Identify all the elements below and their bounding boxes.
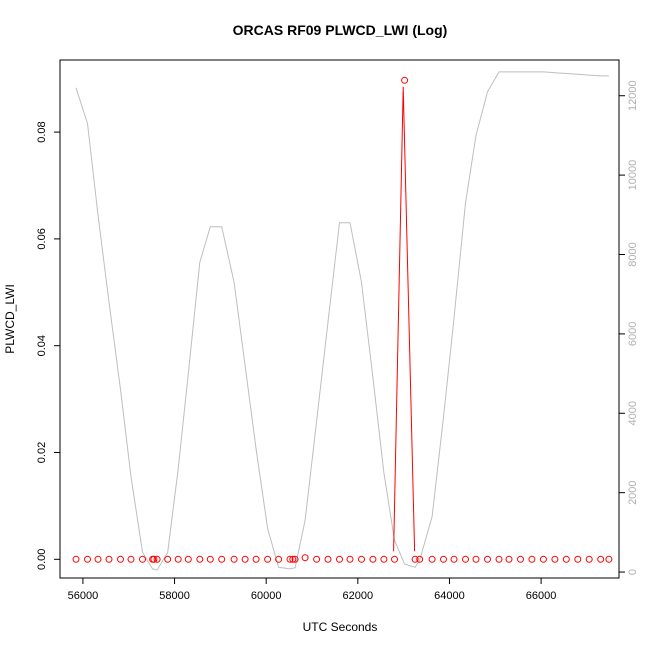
data-point bbox=[528, 555, 536, 563]
data-point bbox=[150, 555, 158, 563]
data-point bbox=[416, 555, 424, 563]
data-point bbox=[275, 555, 283, 563]
data-point bbox=[391, 555, 398, 563]
plot-frame bbox=[59, 59, 620, 579]
data-point bbox=[517, 555, 524, 563]
data-point bbox=[358, 555, 365, 563]
data-point bbox=[94, 555, 102, 563]
x-tick-label: 62000 bbox=[343, 590, 374, 602]
data-point bbox=[324, 555, 332, 563]
data-point bbox=[206, 555, 214, 563]
data-point bbox=[380, 555, 388, 563]
data-point bbox=[174, 555, 182, 563]
y2-tick-label: 12000 bbox=[627, 80, 639, 111]
data-point bbox=[428, 555, 436, 563]
chart-title: ORCAS RF09 PLWCD_LWI (Log) bbox=[233, 22, 448, 38]
y2-tick-label: 4000 bbox=[627, 401, 639, 425]
data-point bbox=[291, 555, 299, 563]
y2-tick-label: 10000 bbox=[627, 160, 639, 191]
data-point bbox=[401, 76, 409, 84]
data-point bbox=[495, 555, 503, 563]
y-tick-label: 0.02 bbox=[36, 442, 48, 463]
data-point bbox=[105, 555, 113, 563]
y-tick-label: 0.06 bbox=[36, 228, 48, 249]
x-axis-label: UTC Seconds bbox=[303, 620, 378, 634]
data-point bbox=[472, 555, 480, 563]
data-point bbox=[286, 555, 294, 563]
y2-tick-label: 8000 bbox=[627, 242, 639, 266]
data-point bbox=[346, 555, 354, 563]
data-point bbox=[450, 555, 458, 563]
data-point bbox=[505, 555, 513, 563]
data-point bbox=[574, 555, 582, 563]
data-point bbox=[127, 555, 135, 563]
data-point bbox=[252, 555, 260, 563]
data-point bbox=[411, 555, 419, 563]
data-point bbox=[230, 555, 238, 563]
data-point bbox=[605, 555, 613, 563]
y-axis: 0.00 0.02 0.04 0.06 0.08 bbox=[36, 121, 61, 570]
data-point bbox=[218, 555, 226, 563]
data-point bbox=[440, 555, 447, 563]
data-point bbox=[585, 555, 593, 563]
x-tick-label: 58000 bbox=[159, 590, 190, 602]
y2-tick-label: 2000 bbox=[627, 480, 639, 504]
y-axis-label: PLWCD_LWI bbox=[3, 284, 17, 354]
data-point bbox=[164, 555, 172, 563]
data-point bbox=[117, 555, 124, 563]
data-point bbox=[84, 555, 91, 563]
y-tick-label: 0.08 bbox=[36, 121, 48, 142]
data-point bbox=[462, 555, 469, 563]
data-point bbox=[153, 555, 161, 563]
data-point bbox=[301, 554, 309, 562]
data-point bbox=[139, 555, 146, 563]
series-line-2 bbox=[75, 71, 609, 571]
data-point bbox=[597, 555, 605, 563]
data-point bbox=[196, 555, 204, 563]
y-tick-label: 0.04 bbox=[36, 335, 48, 356]
y2-tick-label: 0 bbox=[627, 569, 639, 575]
y-tick-label: 0.00 bbox=[36, 549, 48, 570]
data-point bbox=[241, 555, 249, 563]
x-tick-label: 60000 bbox=[251, 590, 282, 602]
x-tick-label: 56000 bbox=[68, 590, 99, 602]
data-point bbox=[484, 555, 491, 563]
data-point bbox=[72, 555, 80, 563]
x-tick-label: 64000 bbox=[434, 590, 465, 602]
data-point bbox=[264, 555, 272, 563]
data-point bbox=[539, 555, 547, 563]
x-tick-label: 66000 bbox=[526, 590, 557, 602]
data-point bbox=[336, 555, 343, 563]
data-point bbox=[562, 555, 570, 563]
x-axis: 56000 58000 60000 62000 64000 66000 bbox=[68, 577, 557, 602]
data-point bbox=[369, 555, 377, 563]
series-line-1 bbox=[393, 86, 416, 552]
y2-tick-label: 6000 bbox=[627, 322, 639, 346]
y2-axis: 0 2000 4000 6000 8000 10000 12000 bbox=[618, 80, 639, 575]
data-point bbox=[551, 555, 559, 563]
data-point bbox=[184, 555, 192, 563]
data-point bbox=[313, 555, 321, 563]
series-left-layer bbox=[72, 76, 613, 563]
data-point bbox=[289, 555, 297, 563]
series-right-layer bbox=[75, 71, 609, 571]
